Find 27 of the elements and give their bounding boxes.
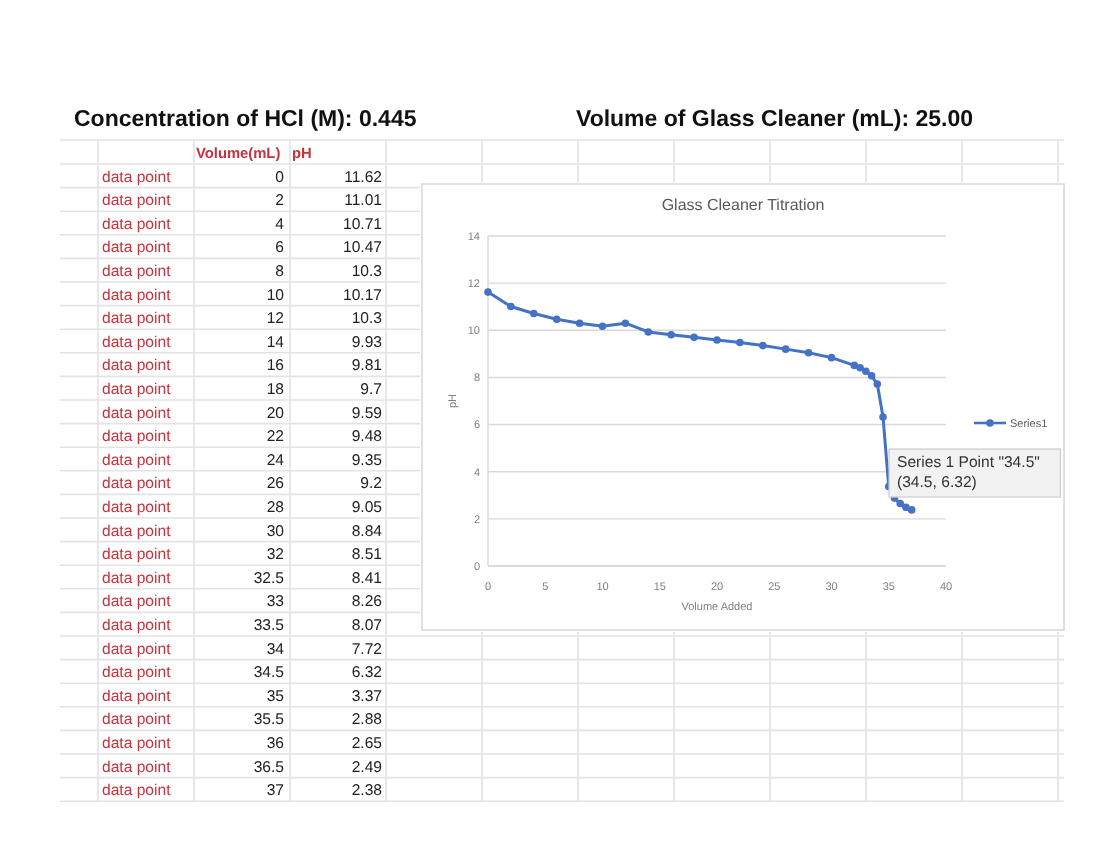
point bbox=[781, 345, 790, 353]
point bbox=[873, 380, 882, 388]
point bbox=[575, 319, 584, 328]
point bbox=[862, 367, 870, 376]
point bbox=[644, 328, 653, 336]
point bbox=[507, 302, 515, 311]
text: Concentration of HCl (M): 0.445 bbox=[74, 108, 418, 132]
point bbox=[736, 338, 744, 347]
point bbox=[856, 363, 864, 372]
point bbox=[598, 322, 607, 331]
point bbox=[827, 353, 836, 362]
text: Volume of Glass Cleaner (mL): 25.00 bbox=[576, 108, 974, 132]
point bbox=[879, 413, 887, 421]
point bbox=[552, 315, 561, 324]
point bbox=[907, 506, 916, 514]
point bbox=[713, 336, 721, 344]
point bbox=[690, 333, 698, 342]
point bbox=[902, 503, 910, 512]
point bbox=[867, 371, 876, 380]
point bbox=[530, 309, 538, 318]
chart-title: Glass Cleaner Titration bbox=[661, 196, 825, 214]
point bbox=[896, 499, 904, 508]
point bbox=[621, 319, 630, 328]
point bbox=[667, 330, 675, 339]
point bbox=[484, 288, 492, 296]
point bbox=[759, 341, 767, 350]
point bbox=[804, 348, 813, 357]
